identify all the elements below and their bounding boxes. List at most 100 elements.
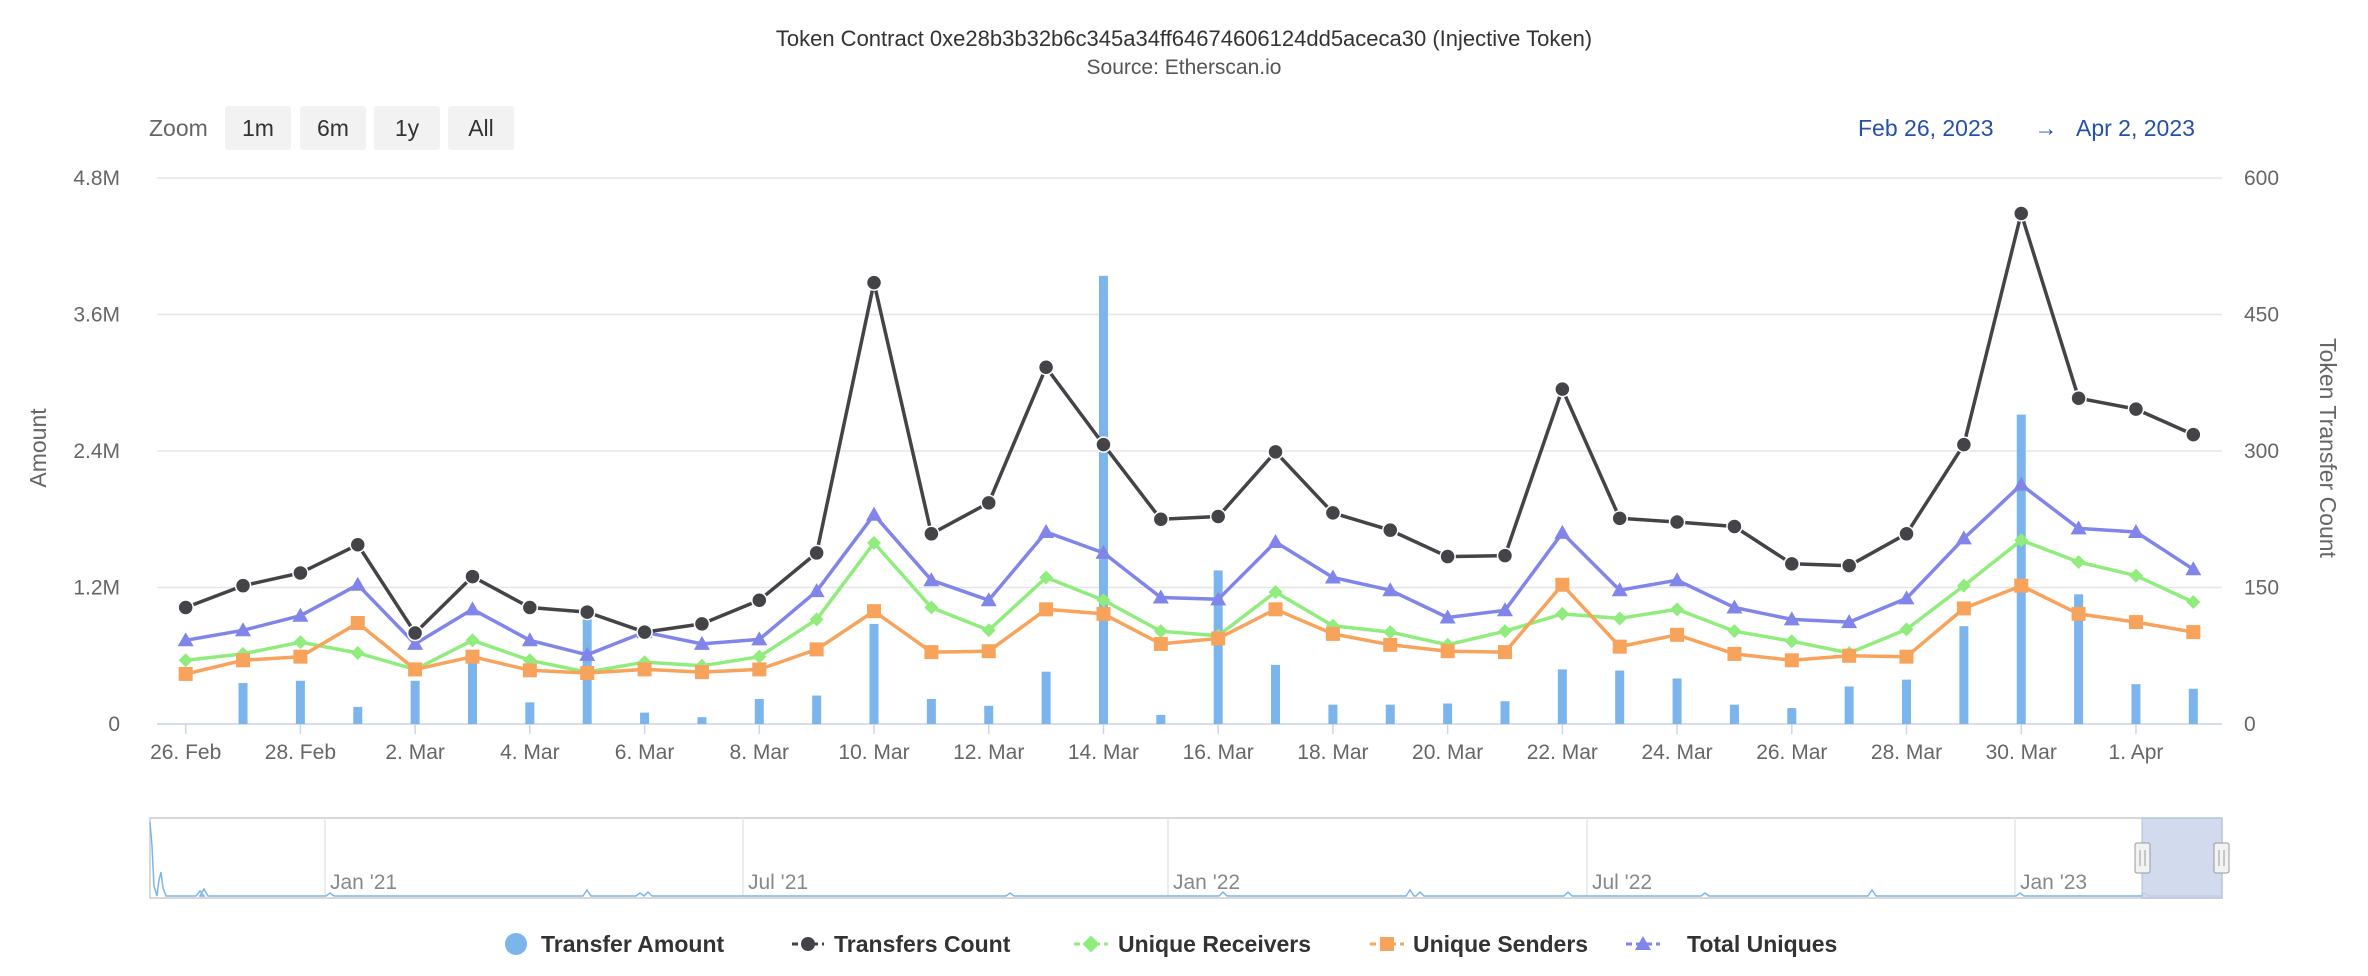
legend-item-total-uniques[interactable]: Total Uniques (1626, 931, 1837, 957)
transfers-count-point (464, 568, 481, 585)
unique-senders-point (1211, 631, 1226, 646)
transfer-amount-bar (1844, 686, 1854, 724)
unique-senders-point (1268, 602, 1283, 617)
transfer-amount-bar (1672, 678, 1682, 724)
unique-senders-point (694, 665, 709, 680)
total-uniques-point (579, 646, 596, 661)
range-from-input[interactable]: Feb 26, 2023 (1858, 115, 1994, 141)
transfers-count-point (578, 603, 596, 621)
navigator-tick-label: Jan '23 (2020, 871, 2087, 894)
zoom-button-1m[interactable]: 1m (225, 106, 291, 150)
unique-senders-point (1497, 645, 1512, 660)
x-tick-label: 28. Mar (1871, 741, 1942, 764)
x-tick-label: 10. Mar (838, 741, 909, 764)
legend-item-transfer-amount[interactable]: Transfer Amount (505, 931, 725, 957)
navigator-selection[interactable] (2141, 817, 2223, 899)
y-tick-label-right: 0 (2244, 713, 2256, 736)
transfer-amount-bar (1328, 704, 1338, 724)
transfer-amount-bar (2131, 684, 2141, 724)
unique-senders-point (293, 649, 308, 664)
unique-senders-point (981, 644, 996, 659)
legend-item-unique-receivers[interactable]: Unique Receivers (1074, 931, 1311, 957)
transfers-count-point (1554, 380, 1571, 398)
x-tick-label: 14. Mar (1068, 741, 1139, 764)
unique-receivers-point (178, 653, 193, 668)
unique-senders-point (1727, 646, 1742, 661)
zoom-button-1y[interactable]: 1y (374, 106, 440, 150)
total-uniques-point (1038, 523, 1055, 538)
legend-item-unique-senders[interactable]: Unique Senders (1370, 931, 1588, 957)
transfer-amount-bar (1385, 704, 1395, 724)
navigator-tick-label: Jan '22 (1173, 871, 1240, 894)
unique-senders-line (185, 583, 2194, 676)
transfer-amount-bar (1557, 669, 1567, 724)
unique-senders-point (465, 649, 480, 664)
legend-label: Total Uniques (1687, 931, 1837, 957)
legend-symbol-square (1380, 937, 1394, 951)
transfers-count-point (808, 544, 825, 562)
unique-receivers-line (185, 538, 2195, 674)
unique-receivers-point (1899, 622, 1914, 637)
unique-senders-point (236, 653, 251, 668)
transfers-count-point (980, 494, 997, 512)
navigator-handle-right[interactable] (2213, 842, 2230, 874)
navigator-handle-left[interactable] (2134, 842, 2151, 874)
unique-senders-point (1383, 637, 1398, 652)
transfers-count-point (1726, 518, 1743, 535)
zoom-button-6m[interactable]: 6m (300, 106, 366, 150)
legend-symbol-diamond (1082, 935, 1100, 953)
total-uniques-point (235, 622, 252, 637)
transfers-count-point (1840, 557, 1858, 574)
transfers-count-point (1152, 511, 1170, 528)
transfer-amount-bar (2074, 594, 2084, 724)
zoom-button-1m-label: 1m (242, 115, 274, 141)
transfer-amount-bar (869, 623, 879, 724)
total-uniques-point (2127, 523, 2144, 538)
unique-receivers-point (2128, 568, 2143, 583)
unique-senders-point (178, 666, 193, 681)
x-tick-label: 20. Mar (1412, 741, 1483, 764)
total-uniques-point (464, 601, 481, 616)
zoom-label: Zoom (149, 115, 208, 141)
total-uniques-point (980, 592, 997, 607)
range-to-input[interactable]: Apr 2, 2023 (2076, 115, 2195, 141)
zoom-button-all[interactable]: All (448, 106, 514, 150)
unique-receivers-point (1956, 578, 1971, 593)
total-uniques-line (185, 482, 2195, 657)
transfers-count-point (177, 599, 194, 616)
grid-lines (157, 177, 2222, 725)
total-uniques-point (1324, 569, 1341, 584)
unique-senders-point (1440, 644, 1455, 659)
unique-senders-point (2014, 578, 2029, 593)
total-uniques-point (1669, 572, 1686, 587)
y-axis-right: 0 150 300 450 600 (2244, 167, 2279, 736)
zoom-button-1y-label: 1y (395, 115, 420, 141)
x-tick-label: 8. Mar (730, 741, 790, 764)
total-uniques-point (177, 632, 194, 647)
navigator-ticks: Jan '21 Jul '21 Jan '22 Jul '22 Jan '23 (324, 818, 2087, 898)
legend-symbol-triangle (1635, 936, 1651, 950)
transfers-count-point (2070, 389, 2087, 407)
transfer-amount-bar (640, 712, 650, 724)
unique-receivers-point (2186, 595, 2201, 610)
x-tick-label: 1. Apr (2109, 741, 2164, 764)
x-tick-label: 28. Feb (265, 741, 336, 764)
navigator-series-line (149, 821, 2222, 897)
transfer-amount-bar (353, 706, 363, 724)
transfer-amount-bar (697, 717, 707, 724)
unique-senders-point (522, 663, 537, 678)
transfer-amount-bar (1500, 701, 1510, 724)
transfer-amount-bar (1615, 670, 1625, 724)
y-tick-label-left: 4.8M (73, 167, 120, 190)
unique-senders-point (580, 666, 595, 681)
total-uniques-point (1955, 530, 1972, 545)
x-tick-label: 16. Mar (1183, 741, 1254, 764)
total-uniques-point (292, 607, 309, 622)
transfer-amount-bar (754, 698, 764, 724)
unique-receivers-point (1670, 602, 1685, 617)
legend-item-transfers-count[interactable]: Transfers Count (792, 931, 1011, 957)
transfers-count-point (865, 274, 883, 291)
total-uniques-point (1439, 609, 1456, 624)
navigator[interactable]: Jan '21 Jul '21 Jan '22 Jul '22 Jan '23 (149, 817, 2230, 899)
unique-senders-point (1842, 648, 1857, 663)
